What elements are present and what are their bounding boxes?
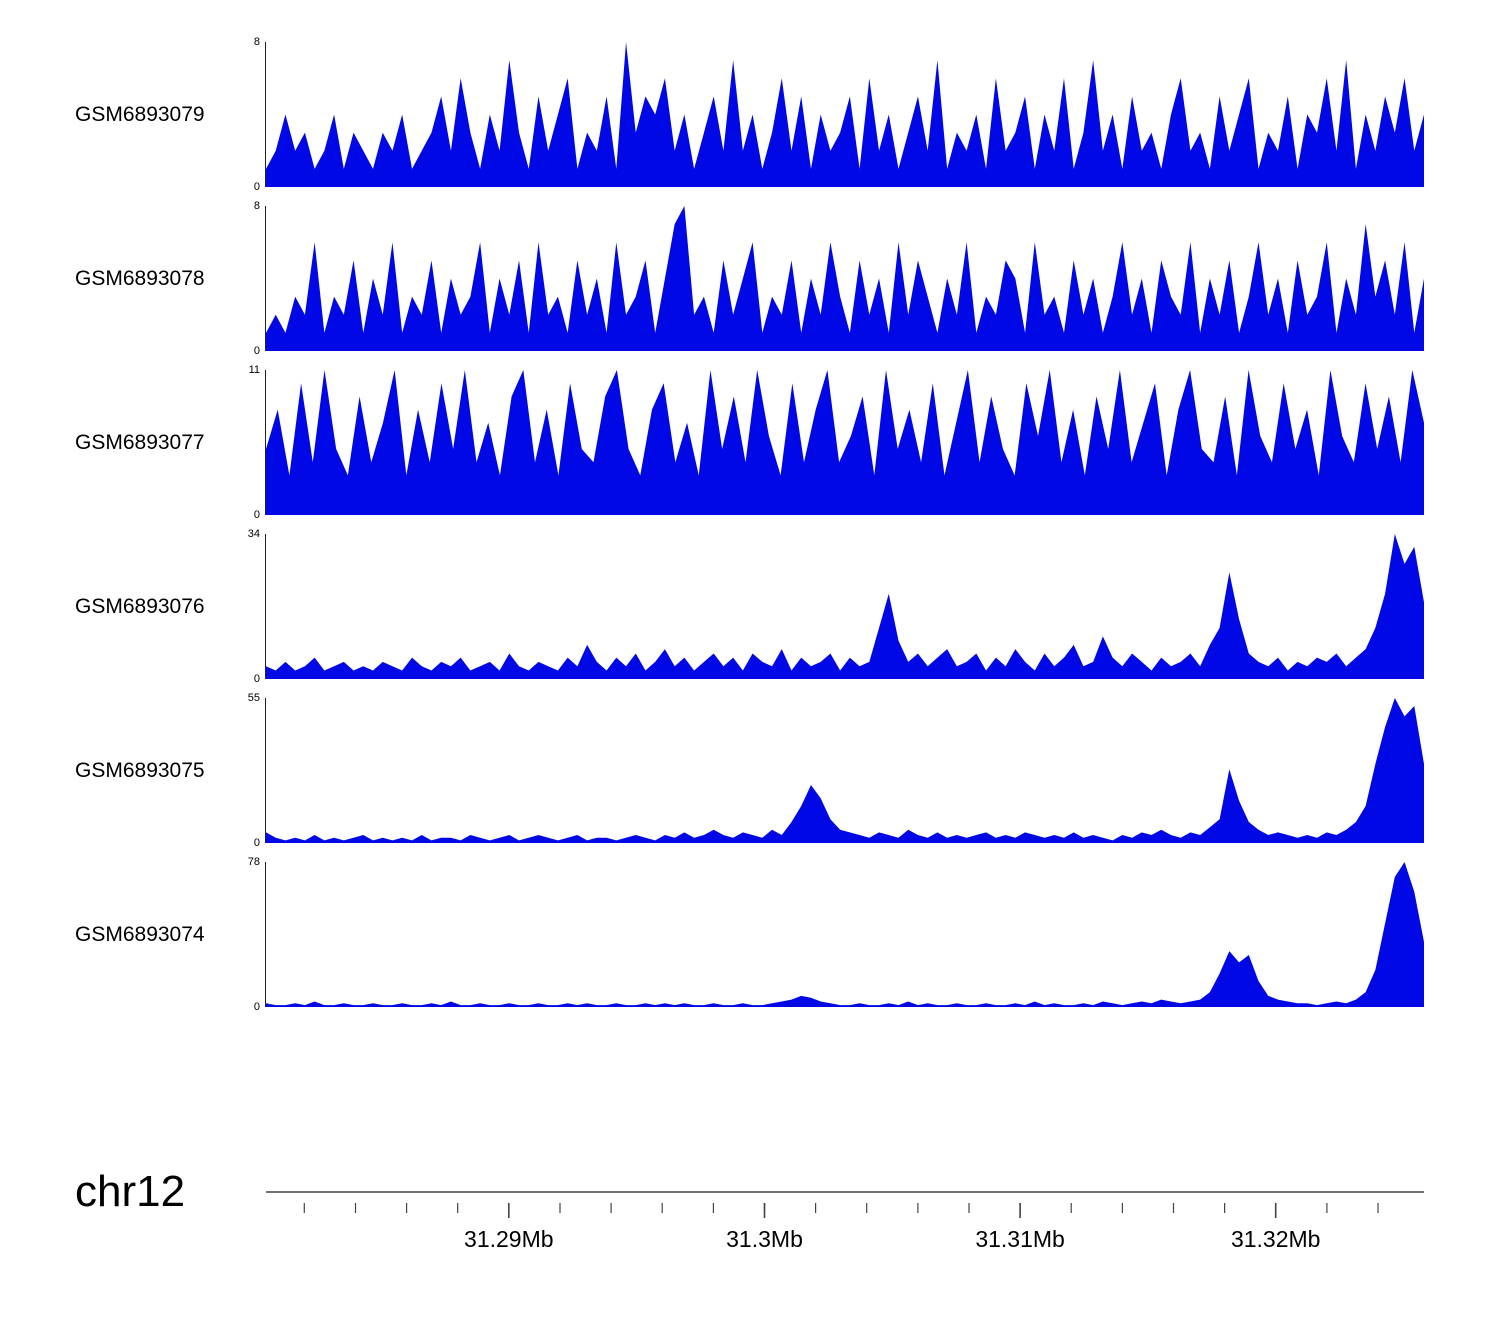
track-label: GSM6893074 <box>75 922 205 946</box>
coverage-polygon <box>266 370 1424 515</box>
coverage-polygon <box>266 862 1424 1007</box>
track-row: GSM6893075 55 0 <box>0 692 1424 849</box>
y-axis-zero-label: 0 <box>253 1001 260 1013</box>
track-label: GSM6893079 <box>75 102 205 126</box>
coverage-polygon <box>266 206 1424 351</box>
coverage-polygon <box>266 42 1424 187</box>
track-plot: 34 0 <box>248 528 1424 685</box>
track-label: GSM6893075 <box>75 758 205 782</box>
svg-text:31.31Mb: 31.31Mb <box>975 1226 1065 1252</box>
genome-axis-ruler: 31.29Mb 31.3Mb 31.31Mb 31.32Mb <box>266 1191 1424 1252</box>
y-axis-max-label: 55 <box>247 692 260 704</box>
y-axis-max-label: 34 <box>247 528 260 540</box>
track-row: GSM6893078 8 0 <box>0 200 1424 357</box>
track-plot: 55 0 <box>248 692 1424 849</box>
coverage-signal-area <box>266 42 1424 187</box>
y-axis-zero-label: 0 <box>253 509 260 521</box>
y-axis-max-label: 78 <box>247 856 260 868</box>
svg-text:31.3Mb: 31.3Mb <box>726 1226 803 1252</box>
track-label: GSM6893076 <box>75 594 205 618</box>
chromosome-label: chr12 <box>75 1167 186 1216</box>
coverage-polygon <box>266 534 1424 679</box>
svg-text:31.32Mb: 31.32Mb <box>1231 1226 1321 1252</box>
coverage-signal-area <box>266 534 1424 679</box>
track-row: GSM6893076 34 0 <box>0 528 1424 685</box>
coverage-signal-area <box>266 206 1424 351</box>
y-axis-zero-label: 0 <box>253 181 260 193</box>
svg-text:31.29Mb: 31.29Mb <box>464 1226 554 1252</box>
track-plot: 8 0 <box>254 200 1424 357</box>
track-label: GSM6893077 <box>75 430 205 454</box>
coverage-signal-area <box>266 370 1424 515</box>
track-plot: 78 0 <box>248 856 1424 1013</box>
track-plot: 11 0 <box>249 364 1424 521</box>
y-axis-max-label: 11 <box>248 364 260 376</box>
track-row: GSM6893077 11 0 <box>0 364 1424 521</box>
track-row: GSM6893079 8 0 <box>0 36 1424 193</box>
signal-tracks: GSM6893079 8 0 GSM6893078 8 0 GSM6893077 <box>0 36 1424 1026</box>
coverage-signal-area <box>266 698 1424 843</box>
y-axis-zero-label: 0 <box>253 837 260 849</box>
track-plot: 8 0 <box>254 36 1424 193</box>
y-axis-max-label: 8 <box>253 36 260 48</box>
coverage-signal-area <box>266 862 1424 1007</box>
y-axis-zero-label: 0 <box>253 673 260 685</box>
coverage-polygon <box>266 698 1424 843</box>
track-row: GSM6893074 78 0 <box>0 856 1424 1013</box>
genome-axis: chr12 31.29Mb 31.3Mb 31.31Mb 31.32Mb <box>0 1165 1500 1275</box>
y-axis-max-label: 8 <box>253 200 260 212</box>
track-label: GSM6893078 <box>75 266 205 290</box>
y-axis-zero-label: 0 <box>253 345 260 357</box>
